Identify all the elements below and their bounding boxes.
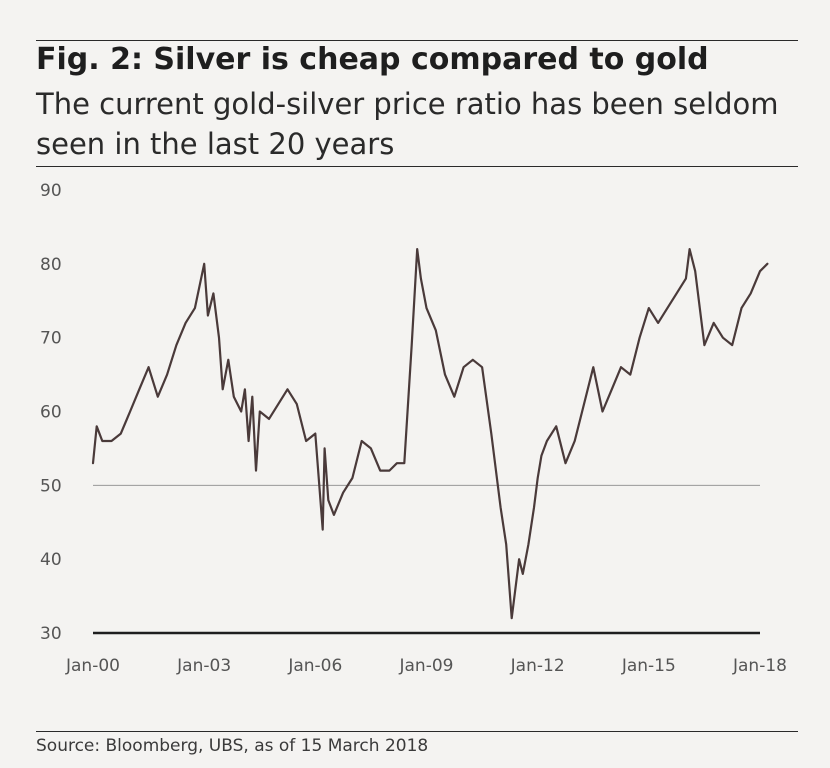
figure-subtitle: The current gold-silver price ratio has …	[36, 87, 779, 161]
x-tick-label: Jan-09	[399, 656, 454, 676]
x-axis: Jan-00 Jan-03 Jan-06 Jan-09 Jan-12 Jan-15 Jan-…	[65, 631, 787, 676]
header-rule	[36, 166, 798, 167]
y-tick-label: 40	[40, 550, 62, 570]
y-tick-label: 50	[40, 476, 62, 496]
series-line-gold-silver-ratio	[91, 247, 769, 620]
x-tick-label: Jan-03	[176, 656, 231, 676]
y-tick-label: 30	[40, 624, 62, 644]
x-tick-label: Jan-15	[621, 656, 676, 676]
x-tick-label: Jan-00	[65, 656, 120, 676]
figure-title: Fig. 2: Silver is cheap compared to gold	[36, 42, 709, 77]
y-tick-label: 90	[40, 181, 62, 201]
y-tick-label: 70	[40, 329, 62, 349]
x-tick-label: Jan-18	[732, 656, 787, 676]
source-note: Source: Bloomberg, UBS, as of 15 March 2…	[36, 736, 429, 756]
footer-rule	[36, 731, 798, 732]
y-axis: 90 80 70 60 50 40 30	[40, 181, 62, 644]
y-tick-label: 80	[40, 255, 62, 275]
x-tick-label: Jan-06	[287, 656, 342, 676]
x-tick-label: Jan-12	[510, 656, 565, 676]
y-tick-label: 60	[40, 403, 62, 423]
series-layer	[91, 247, 769, 620]
top-rule	[36, 40, 798, 41]
